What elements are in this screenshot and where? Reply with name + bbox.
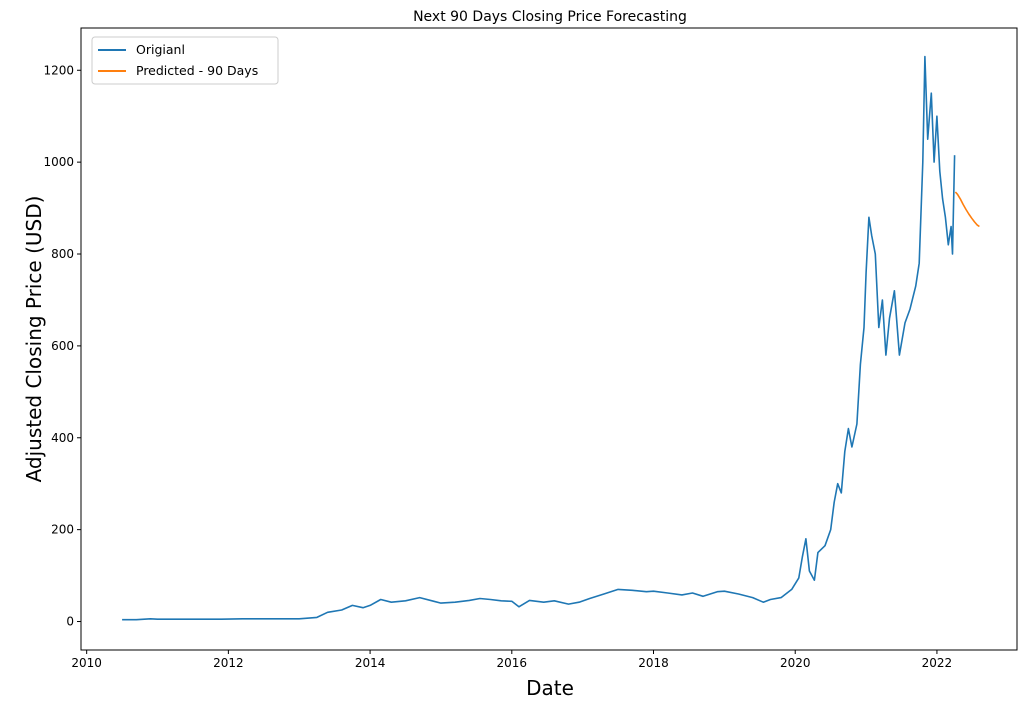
chart-title: Next 90 Days Closing Price Forecasting	[413, 9, 687, 25]
plot-frame	[80, 27, 1018, 651]
legend-label-original: Origianl	[136, 42, 185, 57]
x-tick-label: 2022	[922, 656, 953, 670]
x-tick-label: 2010	[71, 656, 102, 670]
legend-box	[91, 36, 279, 85]
y-tick-label: 200	[51, 523, 74, 537]
legend: Origianl Predicted - 90 Days	[91, 36, 279, 85]
x-tick-label: 2016	[497, 656, 528, 670]
y-tick-label: 1200	[43, 63, 74, 77]
x-tick-label: 2012	[213, 656, 244, 670]
series-line-original	[122, 55, 956, 621]
y-tick-label: 800	[51, 247, 74, 261]
y-tick-label: 0	[66, 615, 74, 629]
series-line-predicted	[954, 191, 980, 228]
x-tick-label: 2020	[780, 656, 811, 670]
x-axis-label: Date	[526, 676, 574, 700]
y-tick-label: 1000	[43, 155, 74, 169]
x-axis: 2010 2012 2014 2016 2018 2020 2022	[71, 650, 952, 670]
series-layer	[122, 55, 980, 621]
y-axis-label: Adjusted Closing Price (USD)	[22, 196, 46, 483]
y-axis: 0 200 400 600 800 1000 1200	[43, 63, 81, 629]
x-tick-label: 2014	[355, 656, 386, 670]
plot-area-border	[80, 27, 1018, 651]
y-tick-label: 400	[51, 431, 74, 445]
x-tick-label: 2018	[638, 656, 669, 670]
legend-label-predicted: Predicted - 90 Days	[136, 63, 258, 78]
y-tick-label: 600	[51, 339, 74, 353]
